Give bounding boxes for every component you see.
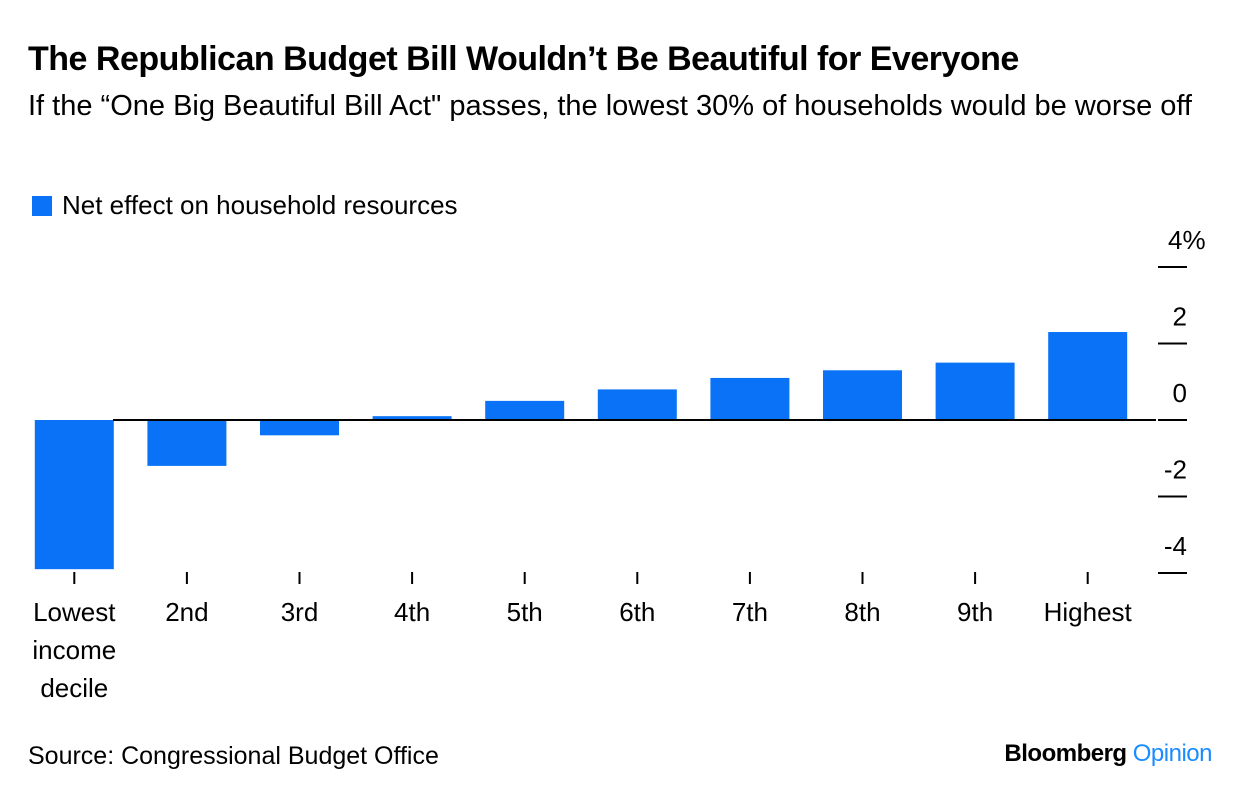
legend-label: Net effect on household resources — [62, 190, 458, 220]
x-tick-label: 9th — [957, 597, 993, 627]
bar — [260, 420, 339, 436]
x-tick-label: 5th — [507, 597, 543, 627]
bar — [935, 362, 1015, 420]
bar — [1048, 332, 1128, 420]
x-tick-label: Lowest income decile — [32, 597, 116, 703]
y-tick-label: 0 — [1173, 378, 1187, 408]
legend-swatch — [32, 195, 52, 216]
bar-chart: Lowest income decile 2nd 3rd 4th 5th 6th 7th 8th 9… — [32, 225, 1206, 703]
brand-name: Bloomberg — [1004, 740, 1127, 767]
y-tick-label: -4 — [1164, 531, 1187, 561]
bar — [597, 389, 677, 420]
bar — [485, 400, 565, 420]
bar — [823, 370, 902, 420]
chart-subtitle: If the “One Big Beautiful Bill Act" pass… — [28, 90, 1192, 122]
bar — [147, 420, 227, 466]
bar — [710, 377, 790, 420]
brand-accent: Opinion — [1132, 740, 1213, 767]
legend: Net effect on household resources — [32, 190, 458, 221]
x-tick-label: 3rd — [281, 597, 319, 627]
bar — [34, 420, 114, 570]
x-tick-label: 2nd — [165, 597, 208, 627]
x-tick-label: 6th — [619, 597, 655, 627]
y-tick-label: 2 — [1173, 302, 1187, 332]
source-note: Source: Congressional Budget Office — [28, 742, 439, 770]
x-tick-label: 8th — [844, 597, 880, 627]
chart-title: The Republican Budget Bill Wouldn’t Be B… — [28, 40, 1019, 78]
x-tick-label: 7th — [732, 597, 768, 627]
y-tick-label: 4% — [1168, 225, 1206, 255]
y-tick-label: -2 — [1164, 455, 1187, 485]
x-tick-label: 4th — [394, 597, 430, 627]
bar — [372, 416, 452, 420]
brand-logo: Bloomberg Opinion — [1004, 740, 1212, 768]
x-tick-label: Highest — [1044, 597, 1133, 627]
